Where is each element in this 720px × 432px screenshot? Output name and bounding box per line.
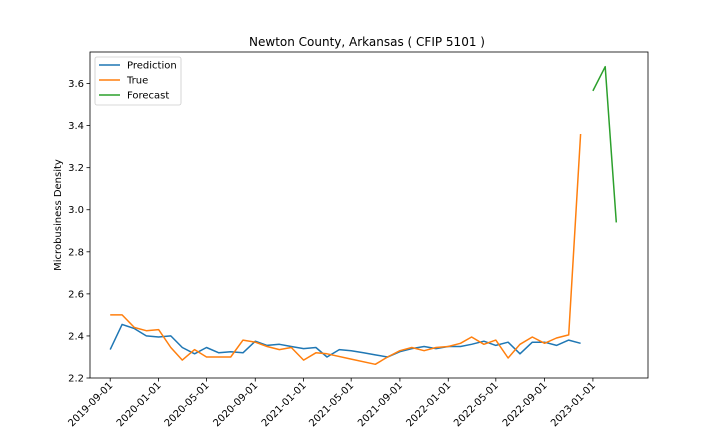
y-tick-label: 2.4: [68, 331, 84, 342]
axes-frame: [89, 51, 649, 379]
y-tick-label: 3.6: [68, 79, 84, 90]
y-tick-label: 2.6: [68, 289, 84, 300]
legend-label-prediction: Prediction: [127, 61, 177, 72]
series-line-forecast: [592, 65, 618, 223]
y-axis-label: Microbusiness Density: [53, 159, 64, 271]
y-tick-label: 2.2: [68, 374, 84, 385]
y-tick-label: 2.8: [68, 247, 84, 258]
series-line-prediction: [109, 323, 581, 358]
chart-title: Newton County, Arkansas ( CFIP 5101 ): [249, 35, 485, 49]
legend-label-forecast: Forecast: [127, 91, 169, 102]
legend: Prediction True Forecast: [94, 56, 182, 106]
legend-label-true: True: [126, 76, 148, 87]
y-tick-label: 3.2: [68, 163, 84, 174]
plot-area: [109, 65, 618, 366]
y-tick-label: 3.4: [68, 121, 84, 132]
y-tick-label: 3.0: [68, 205, 84, 216]
legend-box: [94, 56, 182, 106]
series-line-true: [110, 133, 582, 366]
